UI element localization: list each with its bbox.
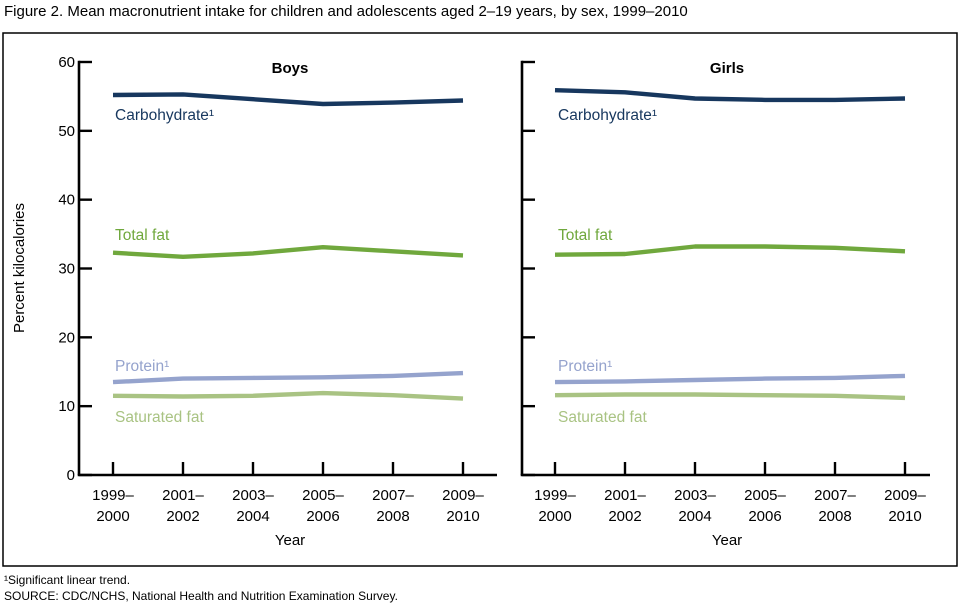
series-label-saturated-fat-boys: Saturated fat: [115, 409, 204, 426]
line-carbohydrate-boys: [112, 92, 464, 107]
x-tick-label: 2001– 2002: [604, 487, 646, 525]
line-protein-boys: [112, 370, 464, 385]
x-tick-label: 2005– 2006: [302, 487, 344, 525]
y-tick-label: 50: [58, 123, 75, 140]
line-protein-girls: [554, 373, 906, 385]
series-label-total-fat-girls: Total fat: [558, 227, 613, 244]
y-tick-label: 40: [58, 192, 75, 209]
x-tick-label: 2003– 2004: [232, 487, 274, 525]
series-label-carbohydrate-boys: Carbohydrate¹: [115, 107, 214, 124]
line-total-fat-girls: [554, 244, 906, 257]
series-label-saturated-fat-girls: Saturated fat: [558, 409, 647, 426]
panel-title-girls: Girls: [710, 60, 744, 77]
panel-girls: Girls Carbohydrate¹ Total fat Protein¹ Satur…: [520, 60, 930, 549]
series-label-protein-boys: Protein¹: [115, 358, 169, 375]
series-label-protein-girls: Protein¹: [558, 358, 612, 375]
y-tick-label: 10: [58, 398, 75, 415]
series-label-carbohydrate-girls: Carbohydrate¹: [558, 107, 657, 124]
series-label-total-fat-boys: Total fat: [115, 227, 170, 244]
x-tick-label: 1999– 2000: [92, 487, 134, 525]
y-tick-label: 60: [58, 54, 75, 71]
y-tick-label: 30: [58, 261, 75, 278]
line-saturated-fat-girls: [554, 392, 906, 401]
x-axis-label-girls: Year: [712, 532, 742, 549]
x-tick-label: 1999– 2000: [534, 487, 576, 525]
panel-title-boys: Boys: [272, 60, 309, 77]
x-tick-label: 2007– 2008: [372, 487, 414, 525]
line-carbohydrate-girls: [554, 88, 906, 103]
x-tick-label: 2005– 2006: [744, 487, 786, 525]
figure-border: [2, 32, 958, 567]
y-tick-label: 20: [58, 329, 75, 346]
y-axis-label: Percent kilocalories: [11, 203, 28, 333]
panel-boys: Boys Carbohydrate¹ Total fat Protein¹ Satura…: [77, 60, 497, 549]
y-tick-label: 0: [67, 467, 75, 484]
x-tick-label: 2009– 2010: [442, 487, 484, 525]
line-saturated-fat-boys: [112, 390, 464, 401]
footnote-significant-trend: ¹Significant linear trend.: [4, 573, 131, 587]
x-tick-label: 2003– 2004: [674, 487, 716, 525]
figure-title: Figure 2. Mean macronutrient intake for …: [4, 3, 688, 20]
x-tick-label: 2007– 2008: [814, 487, 856, 525]
x-tick-label: 2001– 2002: [162, 487, 204, 525]
x-tick-label: 2009– 2010: [884, 487, 926, 525]
footnote-source: SOURCE: CDC/NCHS, National Health and Nu…: [4, 589, 398, 603]
line-total-fat-boys: [112, 244, 464, 259]
x-axis-label-boys: Year: [275, 532, 305, 549]
